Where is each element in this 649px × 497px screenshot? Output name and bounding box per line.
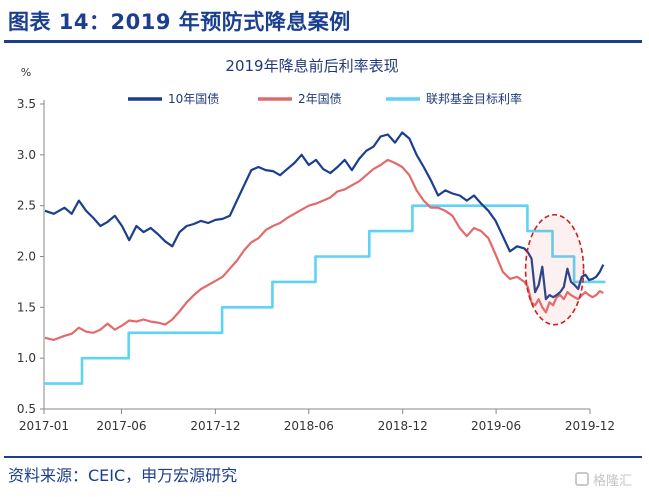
highlight-ellipse — [524, 213, 585, 326]
x-tick-label: 2019-12 — [565, 419, 615, 433]
x-tick-label: 2017-01 — [19, 419, 69, 433]
chart-axes: 3.5 3.0 2.5 2.0 1.5 1.0 0.5 2017-01 2017-06 2017-… — [17, 97, 615, 433]
legend-label-1: 2年国债 — [298, 92, 342, 106]
footer-divider — [4, 456, 642, 458]
y-tick-label: 0.5 — [17, 402, 36, 416]
x-tick-label: 2019-06 — [471, 419, 521, 433]
chart-legend: 10年国债 2年国债 联邦基金目标利率 — [128, 91, 522, 106]
series-line-0 — [44, 131, 605, 301]
y-tick-label: 1.0 — [17, 351, 36, 365]
legend-label-2: 联邦基金目标利率 — [426, 91, 522, 106]
series-line-2 — [44, 204, 606, 385]
chart-title: 2019年降息前后利率表现 — [225, 57, 398, 75]
y-tick-label: 2.5 — [17, 199, 36, 213]
rate-chart: 2019年降息前后利率表现 % 10年国债 2年国债 联邦基金目标利率 3.5 3.0… — [17, 57, 615, 433]
y-tick-label: 3.5 — [17, 97, 36, 111]
highlight-annotation — [524, 213, 585, 326]
figure-title: 图表 14：2019 年预防式降息案例 — [8, 10, 351, 34]
plot-area — [44, 131, 606, 385]
x-tick-label: 2018-06 — [284, 419, 334, 433]
watermark-logo-icon — [575, 472, 589, 486]
x-tick-label: 2018-12 — [378, 419, 428, 433]
x-tick-label: 2017-06 — [96, 419, 146, 433]
watermark: 格隆汇 — [575, 470, 645, 492]
header-divider — [4, 40, 642, 43]
y-axis-unit: % — [21, 66, 31, 79]
watermark-text: 格隆汇 — [593, 474, 633, 489]
y-tick-label: 2.0 — [17, 250, 36, 264]
legend-label-0: 10年国债 — [168, 92, 219, 106]
report-header: 图表 14：2019 年预防式降息案例 — [0, 0, 649, 44]
source-note: 资料来源：CEIC，申万宏源研究 — [8, 466, 238, 485]
y-tick-label: 3.0 — [17, 148, 36, 162]
x-tick-label: 2017-12 — [190, 419, 240, 433]
y-tick-label: 1.5 — [17, 300, 36, 314]
series-line-1 — [44, 158, 604, 341]
